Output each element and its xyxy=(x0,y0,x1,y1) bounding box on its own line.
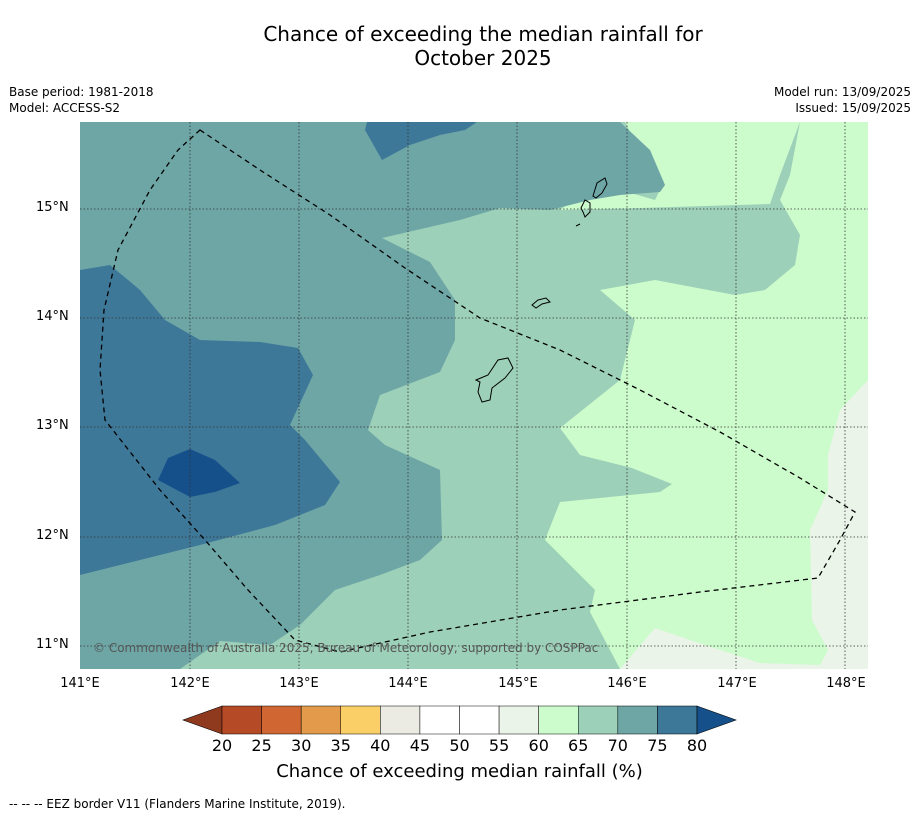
title-line-1: Chance of exceeding the median rainfall … xyxy=(263,22,703,46)
island-tinian xyxy=(580,199,591,218)
lon-label-147: 147°E xyxy=(717,676,757,691)
copyright-text: © Commonwealth of Australia 2025, Bureau… xyxy=(93,641,599,655)
eez-border xyxy=(99,129,856,653)
colorbar-tick-55: 55 xyxy=(488,736,510,755)
colorbar-cell xyxy=(459,705,500,735)
colorbar xyxy=(182,705,737,735)
title-line-2: October 2025 xyxy=(414,46,552,70)
colorbar-cell xyxy=(657,705,698,735)
gridlines xyxy=(80,122,868,669)
lat-label-14: 14°N xyxy=(36,309,69,324)
colorbar-tick-25: 25 xyxy=(251,736,272,755)
colorbar-cell xyxy=(261,705,302,735)
colorbar-cell xyxy=(617,705,658,735)
base-period: Base period: 1981-2018 xyxy=(9,85,154,99)
lon-label-148: 148°E xyxy=(826,676,866,691)
colorbar-cell xyxy=(221,705,262,735)
colorbar-tick-75: 75 xyxy=(647,736,668,755)
colorbar-tick-30: 30 xyxy=(291,736,312,755)
lon-label-146: 146°E xyxy=(607,676,647,691)
lon-label-143: 143°E xyxy=(279,676,319,691)
island-rota xyxy=(531,297,551,309)
colorbar-tick-80: 80 xyxy=(686,736,708,755)
lon-label-141: 141°E xyxy=(60,676,100,691)
lon-label-145: 145°E xyxy=(498,676,538,691)
model-run: Model run: 13/09/2025 xyxy=(773,85,911,99)
colorbar-tick-70: 70 xyxy=(607,736,628,755)
colorbar-tick-45: 45 xyxy=(409,736,431,755)
meta-right: Model run: 13/09/2025 Issued: 15/09/2025 xyxy=(774,84,911,116)
colorbar-extend-low xyxy=(182,705,223,735)
lat-label-13: 13°N xyxy=(36,418,69,433)
colorbar-tick-65: 65 xyxy=(568,736,589,755)
lat-label-11: 11°N xyxy=(36,637,69,652)
island-guam xyxy=(474,357,514,403)
zone-above-80 xyxy=(158,449,240,497)
colorbar-title: Chance of exceeding median rainfall (%) xyxy=(276,761,643,782)
colorbar-cell xyxy=(419,705,460,735)
lon-label-142: 142°E xyxy=(170,676,210,691)
colorbar-tick-50: 50 xyxy=(449,736,470,755)
zone-75-80-north xyxy=(365,122,477,160)
zone-75-80-west xyxy=(80,265,340,575)
colorbar-tick-20: 20 xyxy=(211,736,233,755)
issued-date: Issued: 15/09/2025 xyxy=(795,101,911,115)
meta-left: Base period: 1981-2018 Model: ACCESS-S2 xyxy=(9,84,154,116)
colorbar-cell xyxy=(578,705,619,735)
map-fill-layers xyxy=(80,122,868,669)
colorbar-tick-40: 40 xyxy=(370,736,391,755)
colorbar-tick-60: 60 xyxy=(528,736,549,755)
colorbar-tick-35: 35 xyxy=(330,736,351,755)
model-name: Model: ACCESS-S2 xyxy=(9,101,121,115)
colorbar-cell xyxy=(340,705,381,735)
colorbar-cell xyxy=(498,705,539,735)
colorbar-cell xyxy=(538,705,579,735)
colorbar-cell xyxy=(380,705,421,735)
island-aguijan xyxy=(575,223,581,227)
islands xyxy=(474,177,608,403)
island-saipan xyxy=(592,177,608,199)
colorbar-cell xyxy=(300,705,341,735)
lon-label-144: 144°E xyxy=(388,676,428,691)
eez-legend: -- -- -- EEZ border V11 (Flanders Marine… xyxy=(9,797,346,811)
colorbar-extend-high xyxy=(696,705,737,735)
lat-label-12: 12°N xyxy=(36,528,69,543)
map-title: Chance of exceeding the median rainfall … xyxy=(0,22,919,70)
lat-label-15: 15°N xyxy=(36,200,69,215)
